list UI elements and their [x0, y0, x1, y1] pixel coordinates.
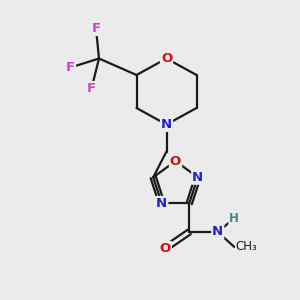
Text: O: O — [170, 154, 181, 168]
Text: H: H — [229, 212, 239, 225]
Text: N: N — [161, 118, 172, 131]
Text: CH₃: CH₃ — [236, 240, 257, 254]
Text: O: O — [160, 242, 171, 255]
Text: N: N — [192, 171, 203, 184]
Text: O: O — [161, 52, 172, 65]
Text: F: F — [92, 22, 100, 35]
Text: N: N — [156, 197, 167, 210]
Text: N: N — [212, 225, 223, 239]
Text: F: F — [66, 61, 75, 74]
Text: F: F — [87, 82, 96, 95]
